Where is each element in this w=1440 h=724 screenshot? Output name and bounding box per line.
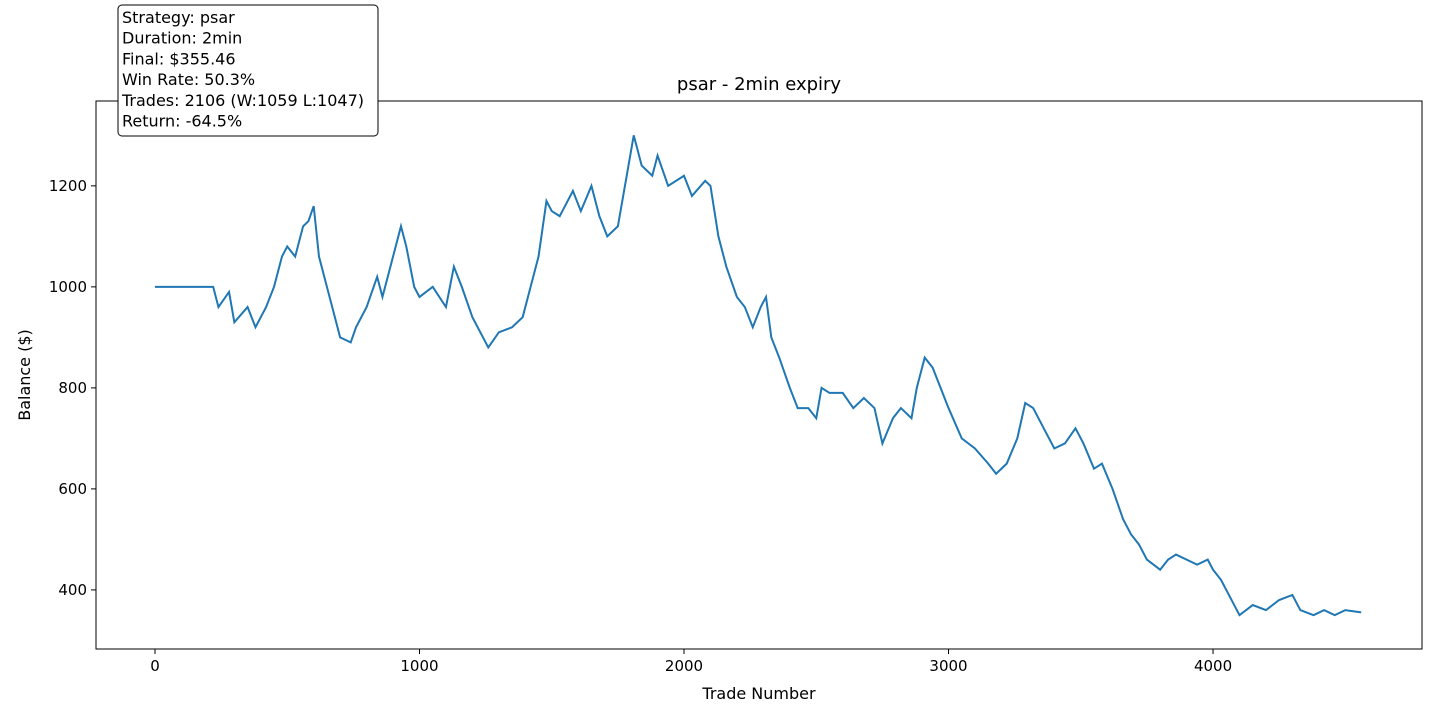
y-tick-label: 400 xyxy=(58,581,87,599)
y-axis-label: Balance ($) xyxy=(15,329,34,421)
y-tick-label: 600 xyxy=(58,480,87,498)
annotation-line: Strategy: psar xyxy=(122,8,235,27)
x-tick-label: 3000 xyxy=(929,657,967,675)
annotation-box xyxy=(117,4,379,137)
annotation-line: Return: -64.5% xyxy=(122,112,242,131)
x-tick-label: 2000 xyxy=(665,657,703,675)
annotation-line: Final: $355.46 xyxy=(122,49,236,68)
annotation-line: Trades: 2106 (W:1059 L:1047) xyxy=(121,91,364,110)
x-tick-label: 0 xyxy=(150,657,160,675)
plot-frame xyxy=(95,100,1423,650)
chart-title: psar - 2min expiry xyxy=(677,74,842,95)
x-axis-label: Trade Number xyxy=(701,684,816,703)
x-tick-label: 4000 xyxy=(1194,657,1232,675)
y-tick-label: 800 xyxy=(58,379,87,397)
x-tick-label: 1000 xyxy=(400,657,438,675)
annotation-line: Win Rate: 50.3% xyxy=(122,70,255,89)
y-tick-label: 1000 xyxy=(49,278,87,296)
annotation-line: Duration: 2min xyxy=(122,29,242,48)
balance-line xyxy=(154,135,1362,617)
y-tick-label: 1200 xyxy=(49,177,87,195)
